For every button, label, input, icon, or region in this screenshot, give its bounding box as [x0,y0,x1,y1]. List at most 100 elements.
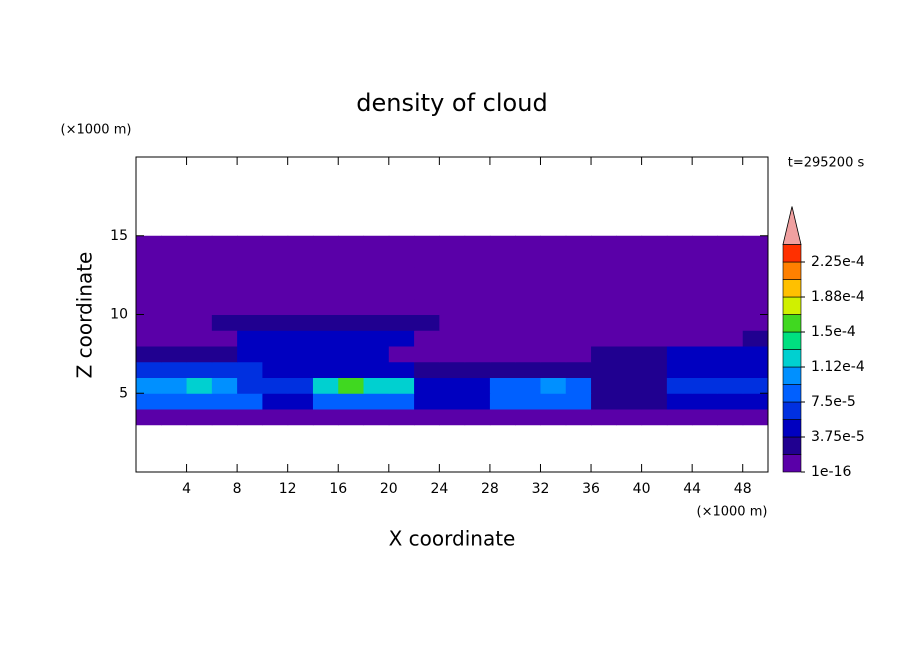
contour-cell [186,283,213,300]
contour-cell [692,314,718,331]
contour-cell [464,330,491,347]
contour-cell [591,330,617,347]
contour-cell [439,393,466,410]
contour-cell [565,393,592,410]
contour-cell [312,251,339,268]
contour-cell [237,235,263,252]
contour-cell [363,251,390,268]
contour-cell [262,283,289,300]
contour-cell [489,409,516,426]
contour-cell [338,330,365,347]
colorbar-extend [782,206,802,245]
colorbar-label: 2.25e-4 [811,254,865,270]
contour-cell [287,346,314,363]
contour-cell [515,361,541,378]
contour-cell [237,361,263,378]
contour-cell [312,409,339,426]
colorbar-label: 1.5e-4 [811,324,856,340]
contour-cell [591,377,617,394]
contour-cell [742,235,769,252]
contour-cell [692,298,718,315]
contour-cell [489,361,516,378]
contour-cell [161,298,188,315]
contour-cell [363,235,390,252]
contour-cell [515,393,541,410]
contour-cell [515,377,541,394]
contour-cell [717,251,744,268]
contour-cell [186,251,213,268]
contour-cell [287,235,314,252]
contour-cell [666,251,693,268]
contour-cell [515,235,541,252]
x-tick-label: 36 [582,481,600,497]
x-tick-label: 16 [329,481,347,497]
colorbar-label: 3.75e-5 [811,429,865,445]
contour-cell [717,267,744,284]
contour-cell [616,409,643,426]
contour-cell [414,377,440,394]
contour-cell [388,330,415,347]
contour-cell [237,346,263,363]
contour-cell [211,409,238,426]
colorbar-band [782,419,802,438]
contour-cell [666,298,693,315]
contour-cell [262,267,289,284]
contour-cell [515,314,541,331]
contour-cell [742,267,769,284]
contour-cell [136,235,162,252]
contour-cell [641,330,668,347]
colorbar-band [782,331,802,350]
contour-cell [540,314,567,331]
contour-cell [540,361,567,378]
contour-cell [136,393,162,410]
contour-cell [338,346,365,363]
contour-cell [136,361,162,378]
contour-cell [439,314,466,331]
contour-cell [692,346,718,363]
contour-cell [489,314,516,331]
contour-cell [161,377,188,394]
contour-cell [616,235,643,252]
contour-cell [136,251,162,268]
contour-cell [363,314,390,331]
contour-cell [312,377,339,394]
contour-cell [717,298,744,315]
contour-cell [186,298,213,315]
contour-cell [439,346,466,363]
contour-cell [489,298,516,315]
contour-cell [439,251,466,268]
contour-cell [464,314,491,331]
contour-cell [338,235,365,252]
contour-cell [211,346,238,363]
contour-cell [161,361,188,378]
contour-cell [540,409,567,426]
contour-cell [237,251,263,268]
contour-cell [616,267,643,284]
contour-cell [717,330,744,347]
contour-cell [616,393,643,410]
contour-cell [565,251,592,268]
contour-cell [186,377,213,394]
contour-cell [262,409,289,426]
x-tick-label: 40 [633,481,651,497]
contour-cell [565,330,592,347]
contour-cell [363,298,390,315]
contour-cell [136,283,162,300]
contour-cell [136,377,162,394]
contour-cell [136,298,162,315]
contour-cell [211,283,238,300]
contour-cell [161,409,188,426]
contour-cell [540,298,567,315]
colorbar-band [782,349,802,368]
contour-cell [414,314,440,331]
contour-cell [136,330,162,347]
contour-cell [616,346,643,363]
contour-cell [388,283,415,300]
contour-cell [363,409,390,426]
contour-cell [489,267,516,284]
contour-cell [312,346,339,363]
contour-cell [338,298,365,315]
chart-title: density of cloud [356,89,547,117]
contour-cell [666,283,693,300]
contour-cell [692,251,718,268]
